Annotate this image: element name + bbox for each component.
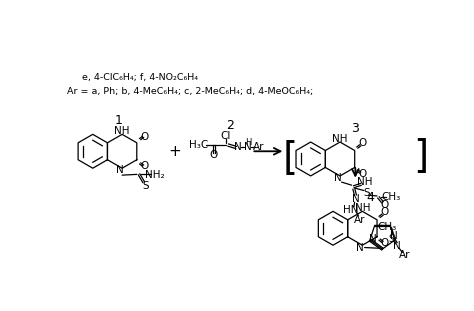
Text: e, 4-ClC₆H₄; f, 4-NO₂C₆H₄: e, 4-ClC₆H₄; f, 4-NO₂C₆H₄ xyxy=(82,73,198,82)
Text: O: O xyxy=(210,150,218,160)
Text: N: N xyxy=(356,243,364,253)
Text: 4: 4 xyxy=(366,191,374,204)
Text: N: N xyxy=(116,165,124,175)
Text: HN: HN xyxy=(343,205,358,215)
Text: [: [ xyxy=(283,140,298,178)
Text: O: O xyxy=(140,132,149,142)
Text: Ar: Ar xyxy=(354,215,366,225)
Text: H₃C: H₃C xyxy=(189,140,208,150)
Text: +: + xyxy=(168,144,181,159)
Text: NH: NH xyxy=(114,126,130,136)
Text: N: N xyxy=(369,234,377,244)
Text: NH: NH xyxy=(332,134,348,144)
Text: 3: 3 xyxy=(352,122,359,135)
Text: S: S xyxy=(142,181,148,191)
Text: Ar: Ar xyxy=(253,142,264,152)
Text: H: H xyxy=(245,138,252,147)
Text: O: O xyxy=(381,200,389,210)
Text: NH: NH xyxy=(357,177,373,187)
Text: N: N xyxy=(334,173,342,183)
Text: O: O xyxy=(381,238,389,248)
Text: O: O xyxy=(358,138,366,148)
Text: S: S xyxy=(363,188,370,198)
Text: N: N xyxy=(352,194,359,204)
Text: N: N xyxy=(235,142,242,152)
Text: N: N xyxy=(244,142,251,152)
Text: Ar = a, Ph; b, 4-MeC₆H₄; c, 2-MeC₆H₄; d, 4-MeOC₆H₄;: Ar = a, Ph; b, 4-MeC₆H₄; c, 2-MeC₆H₄; d,… xyxy=(66,87,313,96)
Text: Cl: Cl xyxy=(221,131,231,141)
Text: N: N xyxy=(393,241,401,251)
Text: Ar: Ar xyxy=(399,250,410,260)
Text: O: O xyxy=(140,161,149,171)
Text: S: S xyxy=(388,234,395,244)
Text: 2: 2 xyxy=(226,119,234,132)
Text: NH: NH xyxy=(355,203,370,213)
Text: CH₃: CH₃ xyxy=(377,222,397,232)
Text: O: O xyxy=(381,207,389,217)
Text: NH₂: NH₂ xyxy=(146,170,165,180)
Text: O: O xyxy=(358,169,366,179)
Text: ]: ] xyxy=(413,138,428,176)
Text: CH₃: CH₃ xyxy=(381,193,401,202)
Text: N: N xyxy=(390,231,398,241)
Text: 1: 1 xyxy=(114,114,122,127)
